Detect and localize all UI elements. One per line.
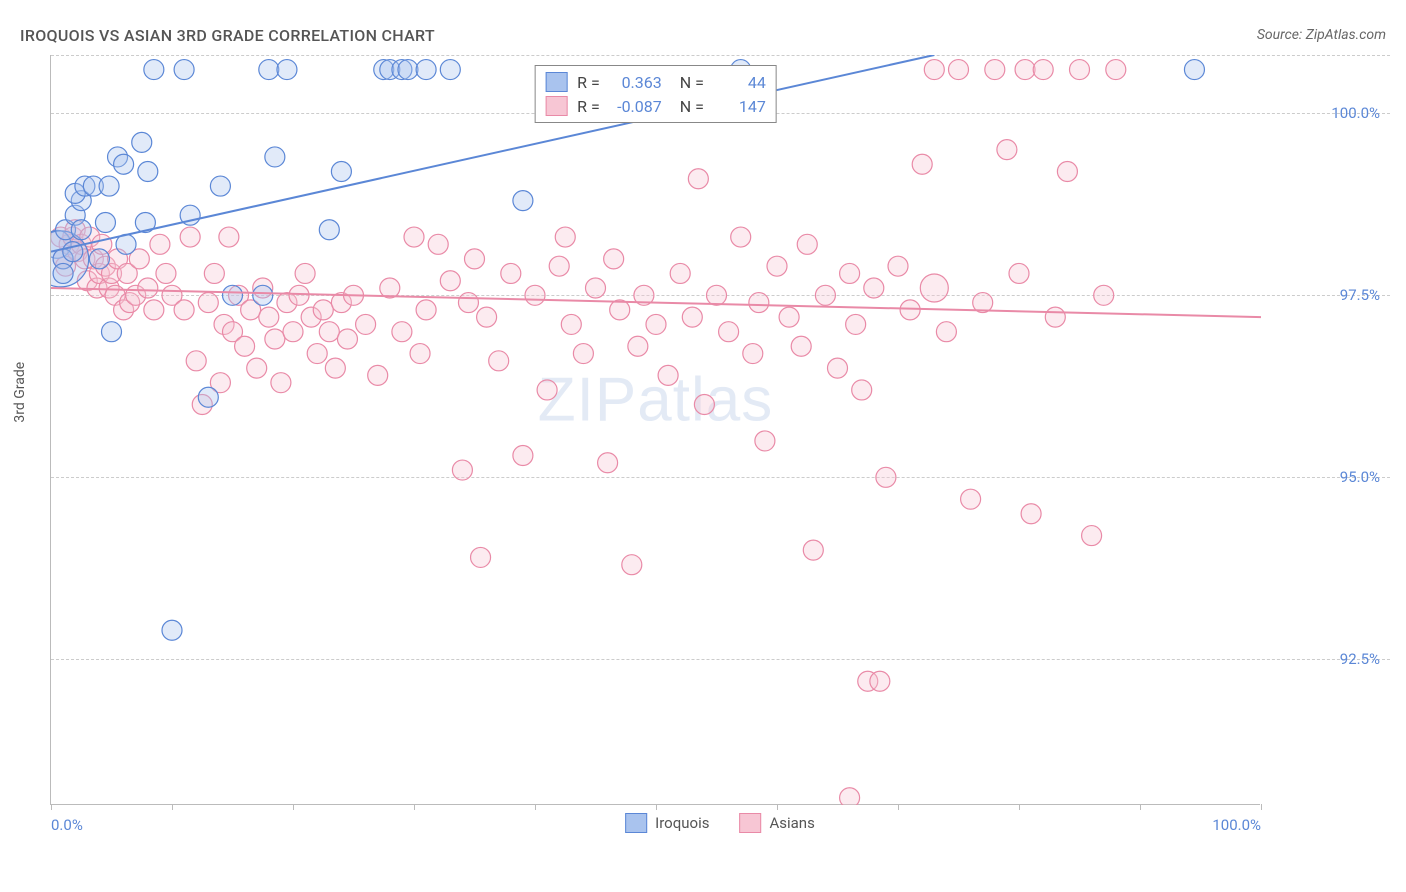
y-tick-label: 97.5%: [1270, 286, 1380, 304]
x-tick-mark: [1261, 804, 1262, 810]
legend-item-asians: Asians: [739, 813, 814, 833]
r-value-iroquois: 0.363: [606, 73, 662, 92]
r-label: R =: [577, 97, 600, 116]
n-label: N =: [672, 73, 704, 92]
n-value-asians: 147: [710, 97, 766, 116]
chart-title: IROQUOIS VS ASIAN 3RD GRADE CORRELATION …: [20, 26, 435, 45]
legend-swatch-asians: [739, 813, 761, 833]
legend-item-iroquois: Iroquois: [625, 813, 709, 833]
r-label: R =: [577, 73, 600, 92]
stats-row-iroquois: R = 0.363 N = 44: [545, 70, 766, 94]
swatch-asians: [545, 96, 567, 116]
n-label: N =: [672, 97, 704, 116]
x-tick-label: 0.0%: [51, 816, 83, 834]
legend-swatch-iroquois: [625, 813, 647, 833]
chart-container: IROQUOIS VS ASIAN 3RD GRADE CORRELATION …: [0, 0, 1406, 892]
swatch-iroquois: [545, 72, 567, 92]
x-tick-label: 100.0%: [1212, 816, 1261, 834]
plot-area: ZIPatlas 92.5%95.0%97.5%100.0% 0.0%100.0…: [50, 55, 1260, 805]
trend-lines: [51, 55, 1261, 805]
r-value-asians: -0.087: [606, 97, 662, 116]
chart-source: Source: ZipAtlas.com: [1257, 27, 1386, 43]
y-tick-label: 95.0%: [1270, 468, 1380, 486]
chart-header: IROQUOIS VS ASIAN 3RD GRADE CORRELATION …: [20, 20, 1386, 50]
legend-label-asians: Asians: [769, 814, 814, 832]
bottom-legend: Iroquois Asians: [625, 813, 815, 833]
plot-outer: 3rd Grade ZIPatlas 92.5%95.0%97.5%100.0%…: [50, 55, 1390, 835]
stats-row-asians: R = -0.087 N = 147: [545, 94, 766, 118]
y-tick-label: 100.0%: [1270, 104, 1380, 122]
stats-box: R = 0.363 N = 44 R = -0.087 N = 147: [534, 65, 777, 123]
y-axis-label: 3rd Grade: [12, 362, 28, 423]
legend-label-iroquois: Iroquois: [655, 814, 709, 832]
y-tick-label: 92.5%: [1270, 650, 1380, 668]
n-value-iroquois: 44: [710, 73, 766, 92]
